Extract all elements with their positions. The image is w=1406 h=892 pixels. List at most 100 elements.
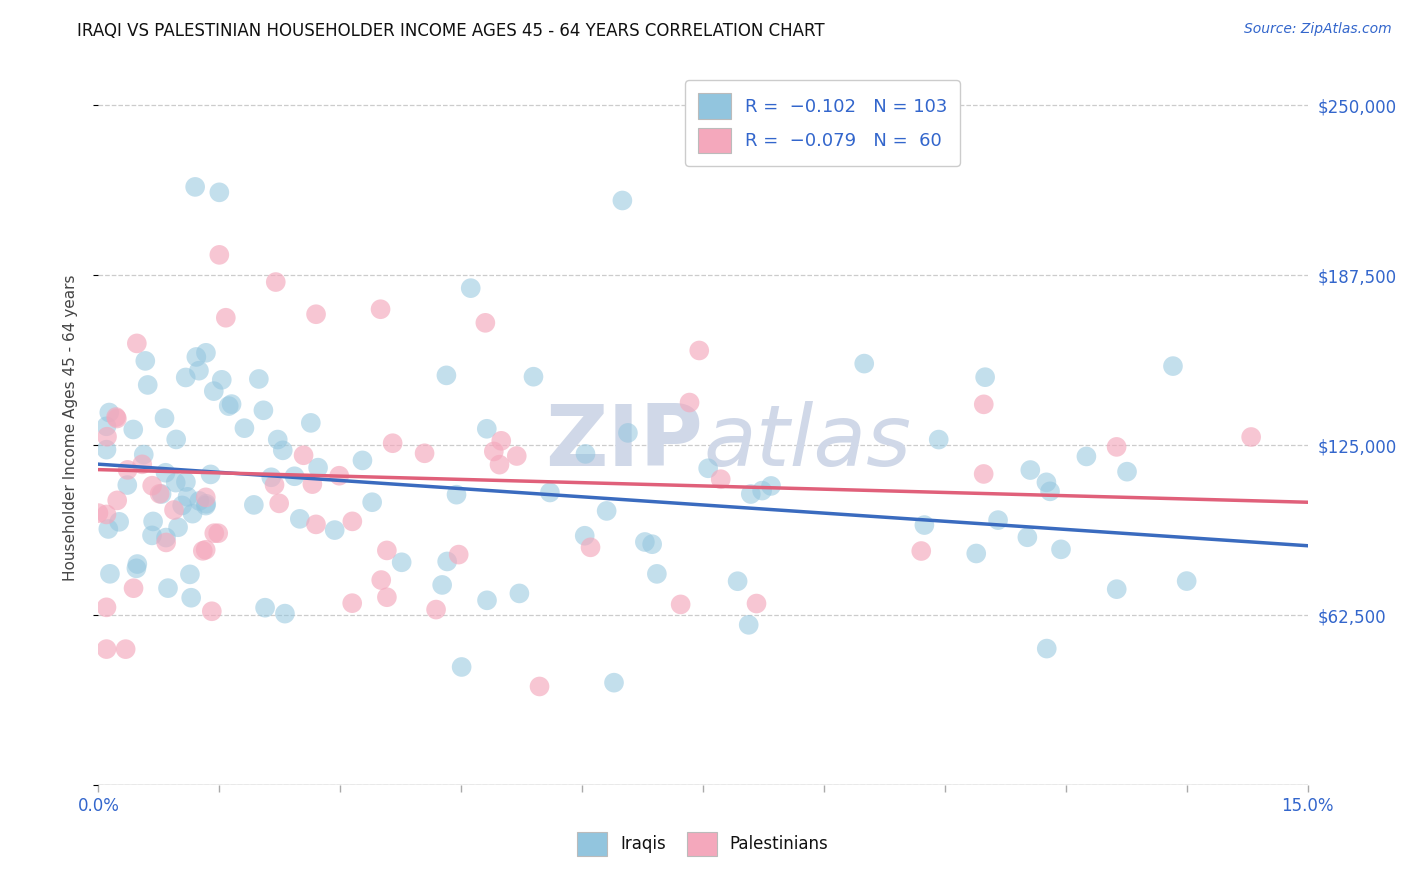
Point [342,514,364,528]
Point [271,443,294,458]
Point [269,496,291,510]
Text: atlas: atlas [703,401,911,484]
Point [450,660,472,674]
Point [425,602,447,616]
Point [474,316,496,330]
Point [1175,574,1198,588]
Point [96,442,118,457]
Point [529,680,551,694]
Point [352,453,374,467]
Point [201,604,224,618]
Point [634,535,657,549]
Point [447,548,470,562]
Point [375,591,398,605]
Point [1161,359,1184,373]
Point [1017,530,1039,544]
Point [252,403,274,417]
Point [579,541,602,555]
Point [1035,641,1057,656]
Point [710,472,733,486]
Text: ZIP: ZIP [546,401,703,484]
Point [305,517,328,532]
Point [305,307,328,321]
Point [1039,484,1062,499]
Point [617,425,640,440]
Point [973,397,995,411]
Point [194,499,217,513]
Point [105,493,128,508]
Point [176,490,198,504]
Point [221,397,243,411]
Point [727,574,749,589]
Point [97,522,120,536]
Point [122,422,145,436]
Text: Source: ZipAtlas.com: Source: ZipAtlas.com [1244,22,1392,37]
Point [202,384,225,398]
Point [1116,465,1139,479]
Point [136,378,159,392]
Point [125,561,148,575]
Point [292,448,315,462]
Point [202,526,225,541]
Point [283,469,305,483]
Text: IRAQI VS PALESTINIAN HOUSEHOLDER INCOME AGES 45 - 64 YEARS CORRELATION CHART: IRAQI VS PALESTINIAN HOUSEHOLDER INCOME … [77,22,825,40]
Point [105,411,128,425]
Point [264,275,287,289]
Point [163,503,186,517]
Point [134,354,156,368]
Point [155,466,177,480]
Point [132,448,155,462]
Point [233,421,256,435]
Point [98,405,121,419]
Point [247,372,270,386]
Point [127,557,149,571]
Point [506,449,529,463]
Point [612,194,634,208]
Point [460,281,482,295]
Point [491,434,513,448]
Point [254,600,277,615]
Point [475,593,498,607]
Point [155,535,177,549]
Point [96,419,118,434]
Point [301,477,323,491]
Point [150,487,173,501]
Point [688,343,710,358]
Point [974,370,997,384]
Point [446,488,468,502]
Point [186,350,208,364]
Point [194,542,217,557]
Point [323,523,346,537]
Point [156,581,179,595]
Point [131,458,153,472]
Point [522,369,544,384]
Point [288,512,311,526]
Point [482,444,505,458]
Point [114,642,136,657]
Point [759,479,782,493]
Point [1076,450,1098,464]
Point [155,531,177,545]
Point [853,357,876,371]
Point [678,395,700,409]
Point [243,498,266,512]
Point [200,467,222,482]
Point [1019,463,1042,477]
Point [122,581,145,595]
Point [165,433,187,447]
Point [1240,430,1263,444]
Point [370,573,392,587]
Point [910,544,932,558]
Point [267,433,290,447]
Point [195,497,218,511]
Point [738,617,761,632]
Point [413,446,436,460]
Point [391,555,413,569]
Point [181,507,204,521]
Point [96,642,118,657]
Point [142,515,165,529]
Point [436,554,458,568]
Point [381,436,404,450]
Point [1105,440,1128,454]
Point [342,596,364,610]
